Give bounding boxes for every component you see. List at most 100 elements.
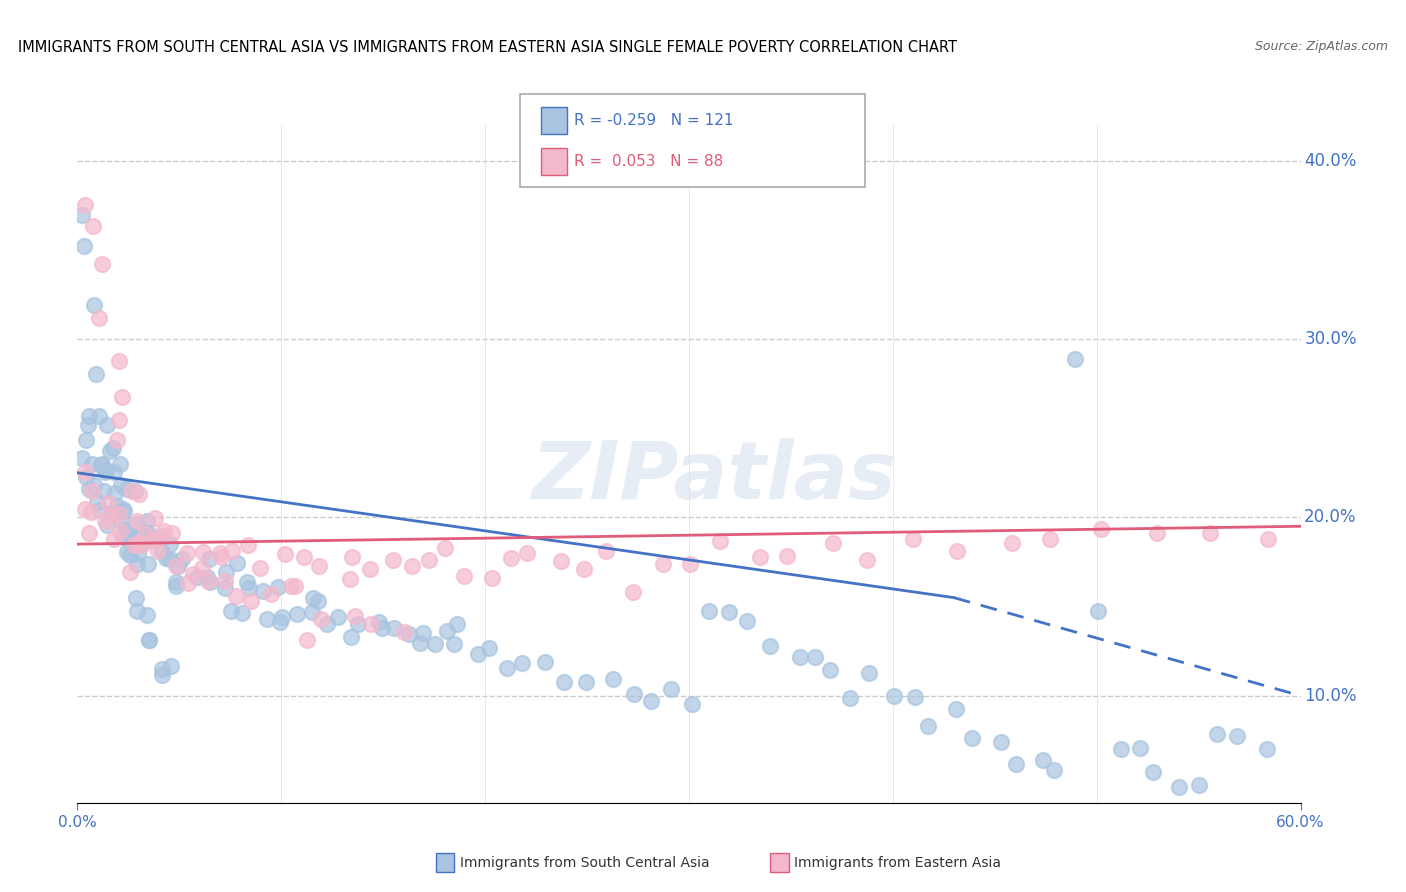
Point <box>478 641 501 656</box>
Point <box>215 565 238 579</box>
Point <box>236 538 259 552</box>
Point <box>260 587 283 601</box>
Point <box>73 465 96 479</box>
Point <box>94 463 117 477</box>
Point <box>197 574 219 589</box>
Point <box>111 390 134 404</box>
Point <box>659 681 682 696</box>
Point <box>270 610 292 624</box>
Point <box>193 544 215 558</box>
Point <box>97 496 120 510</box>
Point <box>75 433 97 447</box>
Text: 40.0%: 40.0% <box>1305 152 1357 169</box>
Point <box>89 409 111 423</box>
Point <box>172 552 194 566</box>
Point <box>127 533 149 547</box>
Point <box>114 523 136 537</box>
Point <box>240 594 263 608</box>
Point <box>143 511 166 525</box>
Point <box>86 494 108 508</box>
Point <box>120 549 142 563</box>
Text: Immigrants from South Central Asia: Immigrants from South Central Asia <box>460 856 710 871</box>
Point <box>149 530 172 544</box>
Point <box>575 675 598 690</box>
Point <box>1226 729 1249 743</box>
Point <box>256 612 278 626</box>
Point <box>433 541 456 555</box>
Point <box>1256 742 1278 756</box>
Point <box>340 549 363 564</box>
Point <box>225 590 247 604</box>
Point <box>238 581 260 595</box>
Text: R = -0.259   N = 121: R = -0.259 N = 121 <box>574 113 733 128</box>
Point <box>382 621 405 635</box>
Point <box>93 484 115 499</box>
Point <box>70 208 93 222</box>
Point <box>160 525 183 540</box>
Point <box>127 514 149 528</box>
Point <box>252 583 274 598</box>
Text: ZIPatlas: ZIPatlas <box>531 438 896 516</box>
Point <box>595 544 617 558</box>
Point <box>359 562 381 576</box>
Point <box>516 546 538 560</box>
Point <box>371 621 394 635</box>
Point <box>190 561 212 575</box>
Point <box>77 526 100 541</box>
Point <box>82 219 104 233</box>
Point <box>553 675 575 690</box>
Point <box>75 470 97 484</box>
Point <box>87 310 110 325</box>
Point <box>138 633 160 648</box>
Point <box>681 697 703 711</box>
Point <box>70 450 93 465</box>
Point <box>96 417 118 432</box>
Text: 10.0%: 10.0% <box>1305 687 1357 705</box>
Text: IMMIGRANTS FROM SOUTH CENTRAL ASIA VS IMMIGRANTS FROM EASTERN ASIA SINGLE FEMALE: IMMIGRANTS FROM SOUTH CENTRAL ASIA VS IM… <box>18 40 957 55</box>
Point <box>98 444 121 458</box>
Text: 20.0%: 20.0% <box>1305 508 1357 526</box>
Point <box>127 547 149 561</box>
Point <box>214 582 236 596</box>
Point <box>136 557 159 571</box>
Point <box>401 559 423 574</box>
Point <box>652 557 675 571</box>
Point <box>623 687 645 701</box>
Point <box>103 485 125 500</box>
Point <box>134 526 156 541</box>
Point <box>136 515 159 529</box>
Point <box>789 649 811 664</box>
Point <box>748 550 770 565</box>
Point <box>83 477 105 491</box>
Point <box>1031 753 1053 767</box>
Point <box>195 570 218 584</box>
Point <box>107 354 129 368</box>
Point <box>467 647 489 661</box>
Point <box>221 543 243 558</box>
Point <box>181 566 204 581</box>
Point <box>1146 525 1168 540</box>
Point <box>496 660 519 674</box>
Point <box>550 553 572 567</box>
Point <box>159 536 181 550</box>
Point <box>453 569 475 583</box>
Point <box>105 434 128 448</box>
Point <box>301 591 323 606</box>
Point <box>301 605 323 619</box>
Point <box>177 576 200 591</box>
Point <box>75 501 97 516</box>
Point <box>198 551 221 566</box>
Point <box>121 483 143 498</box>
Point <box>120 536 142 550</box>
Point <box>127 604 149 618</box>
Point <box>418 553 440 567</box>
Point <box>901 532 924 546</box>
Point <box>737 614 759 628</box>
Text: R =  0.053   N = 88: R = 0.053 N = 88 <box>574 154 723 169</box>
Point <box>640 694 662 708</box>
Point <box>267 580 290 594</box>
Point <box>285 607 308 621</box>
Point <box>125 517 148 532</box>
Point <box>125 591 148 606</box>
Text: Source: ZipAtlas.com: Source: ZipAtlas.com <box>1254 40 1388 54</box>
